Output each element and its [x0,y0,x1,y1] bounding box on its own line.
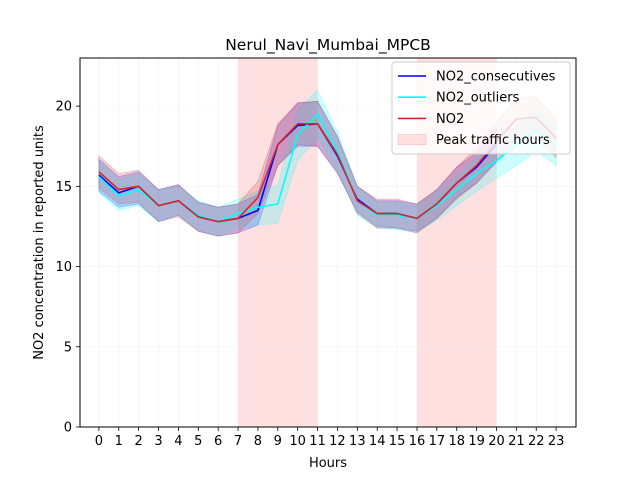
x-tick-label: 17 [429,434,446,449]
x-tick-label: 22 [528,434,545,449]
lines-layer [98,113,557,223]
x-tick-label: 3 [154,434,162,449]
y-tick-label: 20 [55,100,72,115]
x-tick-label: 5 [194,434,202,449]
x-tick-label: 13 [349,434,366,449]
x-tick-label: 15 [389,434,406,449]
legend-label-no2-consecutives: NO2_consecutives [436,70,556,85]
x-tick-label: 21 [508,434,525,449]
axes-frame [79,57,577,428]
y-tick-label: 0 [64,421,72,436]
legend-swatch-peak-traffic-hours [397,134,427,146]
x-tick-label: 7 [234,434,242,449]
ticks-layer: 0 1 2 3 4 5 6 7 8 9 10 11 12 13 14 15 16 17 18 19 20 21 22 2305… [55,100,564,449]
x-tick-label: 1 [115,434,123,449]
x-tick-label: 6 [214,434,222,449]
y-tick-label: 5 [64,340,72,355]
x-tick-label: 10 [289,434,306,449]
no2-series-line [98,116,557,223]
x-tick-label: 14 [369,434,386,449]
x-tick-label: 18 [448,434,465,449]
x-tick-label: 8 [254,434,262,449]
legend-label-no2-outliers: NO2_outliers [436,91,520,106]
x-tick-label: 23 [548,434,565,449]
x-tick-label: 4 [174,434,182,449]
legend: NO2_consecutives NO2_outliers NO2 Peak traf… [391,61,571,155]
chart-title: Nerul_Navi_Mumbai_MPCB [225,36,431,55]
x-tick-label: 2 [135,434,143,449]
x-tick-label: 20 [488,434,505,449]
x-tick-label: 19 [468,434,485,449]
x-axis-label: Hours [309,456,347,471]
x-tick-label: 12 [329,434,346,449]
y-axis-label: NO2 concentration in reported units [32,125,47,360]
y-tick-label: 10 [55,260,72,275]
legend-label-peak-traffic-hours: Peak traffic hours [436,133,550,148]
legend-label-no2: NO2 [436,112,464,127]
x-tick-label: 11 [309,434,326,449]
no2-consecutives-confidence-band [98,100,497,237]
y-tick-label: 15 [55,180,72,195]
x-tick-label: 0 [95,434,103,449]
legend-box [391,61,571,155]
x-tick-label: 16 [409,434,426,449]
x-tick-label: 9 [274,434,282,449]
